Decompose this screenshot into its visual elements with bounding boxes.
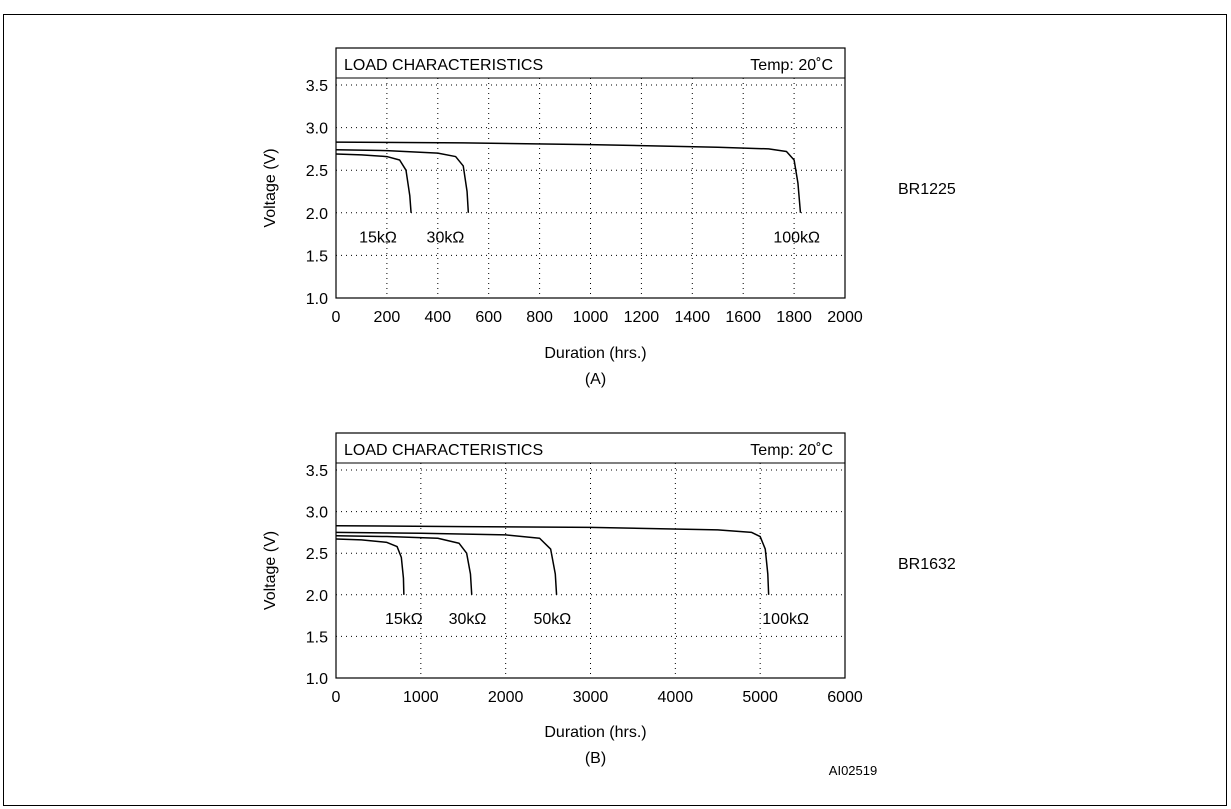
temp-label: Temp: 20˚C xyxy=(750,57,833,74)
series-label: 50kΩ xyxy=(533,611,571,628)
y-axis-label: Voltage (V) xyxy=(262,531,279,610)
y-tick-label: 3.0 xyxy=(306,505,328,522)
x-tick-label: 800 xyxy=(526,309,553,326)
x-tick-label: 4000 xyxy=(658,689,694,706)
x-axis-label: Duration (hrs.) xyxy=(544,724,646,741)
x-tick-label: 5000 xyxy=(742,689,778,706)
series-label: 100kΩ xyxy=(762,611,809,628)
chart-title: LOAD CHARACTERISTICS xyxy=(344,57,543,74)
series-line-1 xyxy=(335,534,473,595)
y-tick-label: 3.5 xyxy=(306,463,328,480)
battery-model-label: BR1632 xyxy=(898,556,956,573)
y-tick-label: 3.5 xyxy=(306,78,328,95)
x-tick-label: 600 xyxy=(475,309,502,326)
battery-model-label: BR1225 xyxy=(898,181,956,198)
panel-label: (A) xyxy=(585,371,606,388)
series-label: 100kΩ xyxy=(773,230,820,247)
series-label: 30kΩ xyxy=(449,611,487,628)
figure-frame xyxy=(3,14,1227,806)
x-tick-label: 3000 xyxy=(573,689,609,706)
series-line-1 xyxy=(335,149,470,213)
chart-title: LOAD CHARACTERISTICS xyxy=(344,442,543,459)
x-tick-label: 0 xyxy=(332,309,341,326)
y-tick-label: 1.5 xyxy=(306,248,328,265)
series-line-0 xyxy=(335,153,412,213)
y-tick-label: 2.5 xyxy=(306,163,328,180)
chart-panel-a: 0 200 400 600 800 1000 1200 1400 1600 1800 2000 1.0… xyxy=(262,47,956,388)
plot-frame xyxy=(335,432,846,679)
chart-panel-b: 0 1000 2000 3000 4000 5000 6000 1.0 1.5 2.0 2.5 3.0… xyxy=(262,432,956,767)
series-line-3 xyxy=(335,524,770,595)
series-line-2 xyxy=(335,531,558,595)
series-label: 30kΩ xyxy=(427,230,465,247)
y-tick-label: 3.0 xyxy=(306,121,328,138)
panel-label: (B) xyxy=(585,750,606,767)
y-tick-label: 2.5 xyxy=(306,546,328,563)
series-line-2 xyxy=(335,141,802,213)
x-tick-label: 2000 xyxy=(488,689,524,706)
series-line-0 xyxy=(335,538,405,595)
x-tick-label: 6000 xyxy=(827,689,863,706)
series-label: 15kΩ xyxy=(385,611,423,628)
y-tick-label: 1.5 xyxy=(306,629,328,646)
x-tick-label: 1200 xyxy=(624,309,660,326)
figure-id-label: AI02519 xyxy=(829,763,877,778)
x-tick-label: 200 xyxy=(374,309,401,326)
x-tick-label: 2000 xyxy=(827,309,863,326)
series-label: 15kΩ xyxy=(359,230,397,247)
y-tick-label: 1.0 xyxy=(306,291,328,308)
x-tick-label: 1600 xyxy=(725,309,761,326)
y-tick-label: 2.0 xyxy=(306,588,328,605)
x-tick-label: 400 xyxy=(424,309,451,326)
x-tick-label: 1000 xyxy=(573,309,609,326)
x-tick-label: 1800 xyxy=(776,309,812,326)
x-tick-label: 1400 xyxy=(675,309,711,326)
plot-frame xyxy=(335,47,846,299)
temp-label: Temp: 20˚C xyxy=(750,442,833,459)
x-axis-label: Duration (hrs.) xyxy=(544,345,646,362)
y-tick-label: 2.0 xyxy=(306,206,328,223)
x-tick-label: 0 xyxy=(332,689,341,706)
y-tick-label: 1.0 xyxy=(306,671,328,688)
y-axis-label: Voltage (V) xyxy=(262,148,279,227)
x-tick-label: 1000 xyxy=(403,689,439,706)
